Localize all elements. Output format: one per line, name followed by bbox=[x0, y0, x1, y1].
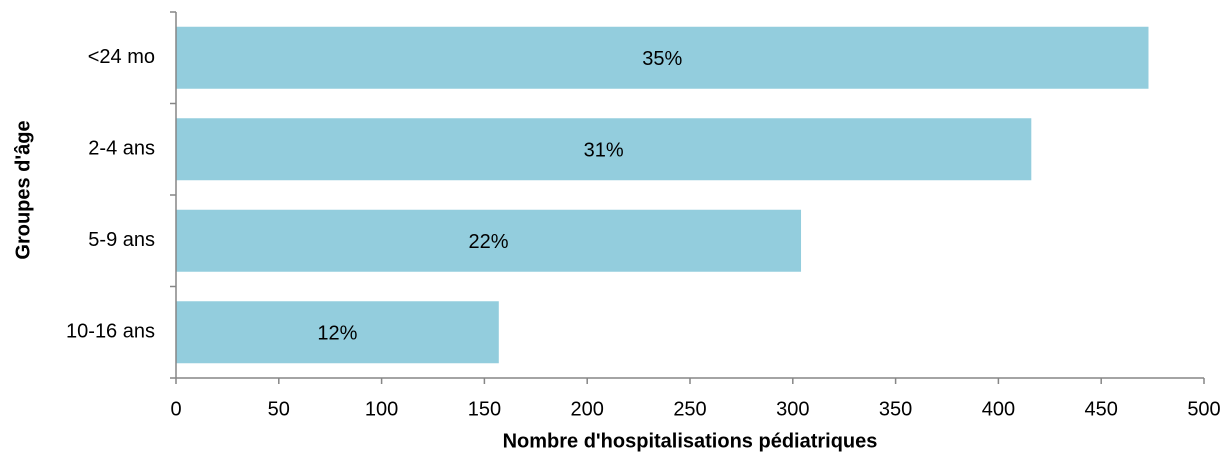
y-tick-label: <24 mo bbox=[88, 46, 155, 68]
y-axis-title: Groupes d'âge bbox=[12, 120, 34, 259]
bar bbox=[176, 301, 499, 364]
x-axis-title: Nombre d'hospitalisations pédiatriques bbox=[503, 430, 878, 452]
x-tick-label: 50 bbox=[268, 398, 290, 420]
y-tick-label: 2-4 ans bbox=[88, 138, 155, 160]
x-tick-label: 400 bbox=[982, 398, 1015, 420]
bar-label: 22% bbox=[468, 231, 508, 253]
bar-label: 12% bbox=[317, 323, 357, 345]
bar bbox=[176, 118, 1032, 181]
y-tick-label: 5-9 ans bbox=[88, 229, 155, 251]
x-tick-label: 300 bbox=[776, 398, 809, 420]
x-tick-label: 150 bbox=[468, 398, 501, 420]
x-tick-label: 250 bbox=[673, 398, 706, 420]
bar bbox=[176, 209, 802, 272]
bar bbox=[176, 26, 1149, 89]
x-tick-label: 500 bbox=[1187, 398, 1220, 420]
x-tick-label: 350 bbox=[879, 398, 912, 420]
x-tick-label: 0 bbox=[170, 398, 181, 420]
bar-label: 31% bbox=[584, 140, 624, 162]
y-tick-label: 10-16 ans bbox=[66, 321, 155, 343]
x-tick-label: 450 bbox=[1085, 398, 1118, 420]
x-tick-label: 100 bbox=[365, 398, 398, 420]
x-tick-label: 200 bbox=[571, 398, 604, 420]
bar-label: 35% bbox=[642, 48, 682, 70]
